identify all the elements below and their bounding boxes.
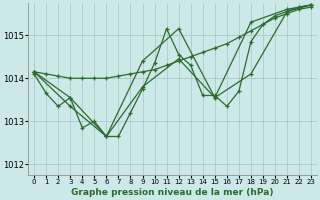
X-axis label: Graphe pression niveau de la mer (hPa): Graphe pression niveau de la mer (hPa) <box>71 188 274 197</box>
